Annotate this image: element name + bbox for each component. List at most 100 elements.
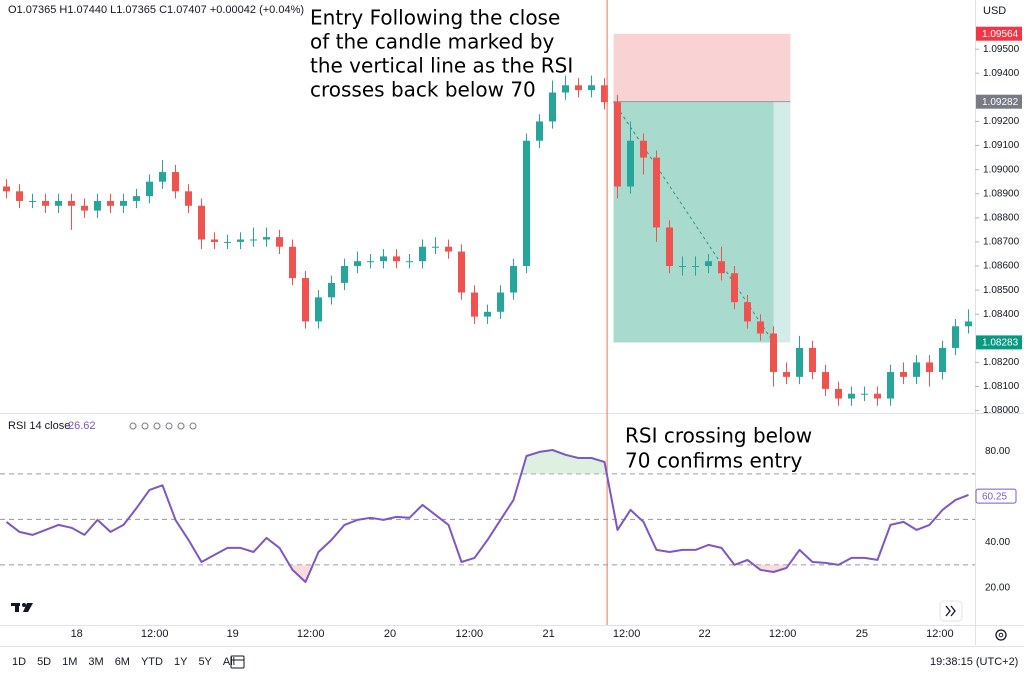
candle-body xyxy=(588,85,595,91)
candle-body xyxy=(172,172,179,192)
y-tick-label: 1.08400 xyxy=(983,309,1020,320)
candle-body xyxy=(939,347,946,373)
annotation: the vertical line as the RSI xyxy=(310,54,573,78)
candle-body xyxy=(120,200,127,206)
candle-body xyxy=(302,278,309,322)
range-button[interactable]: YTD xyxy=(141,656,163,668)
candle-body xyxy=(68,200,75,206)
candle-body xyxy=(926,362,933,373)
calendar-icon[interactable] xyxy=(230,655,245,669)
price-badge-label: 1.08283 xyxy=(982,338,1019,349)
price-badge xyxy=(976,94,1022,109)
candle-body xyxy=(497,292,504,312)
candle-body xyxy=(549,92,556,122)
candle-body xyxy=(198,205,205,240)
x-tick-label: 12:00 xyxy=(926,628,954,640)
candle-body xyxy=(744,302,751,322)
candle-body xyxy=(237,239,244,242)
y-tick-label: 1.09200 xyxy=(983,116,1020,127)
y-tick-label: 1.08900 xyxy=(983,188,1020,199)
candle-body xyxy=(250,239,257,241)
range-button[interactable]: 3M xyxy=(88,656,103,668)
candle-body xyxy=(640,140,647,158)
candle-body xyxy=(16,191,23,201)
price-badge-label: 1.09564 xyxy=(982,29,1019,40)
candle-body xyxy=(3,186,10,192)
candle-body xyxy=(679,266,686,268)
y-tick-label: 1.08500 xyxy=(983,285,1020,296)
price-pane xyxy=(3,33,972,406)
candle-body xyxy=(848,393,855,399)
candle-body xyxy=(757,321,764,334)
candle-body xyxy=(900,372,907,377)
annotation: RSI crossing below xyxy=(625,424,812,448)
range-button[interactable]: 1M xyxy=(62,656,77,668)
x-tick-label: 12:00 xyxy=(141,628,169,640)
candle-body xyxy=(653,157,660,228)
indicator-icons[interactable] xyxy=(129,422,197,430)
candle-body xyxy=(601,85,608,103)
scroll-button[interactable] xyxy=(939,600,963,622)
y-tick-label: 1.08000 xyxy=(983,405,1020,416)
candle-body xyxy=(367,261,374,263)
ohlc-legend: O1.07365 H1.07440 L1.07365 C1.07407 +0.0… xyxy=(8,4,304,16)
x-tick-label: 20 xyxy=(384,628,396,640)
candle-body xyxy=(796,347,803,377)
candle-body xyxy=(380,256,387,262)
settings-icon[interactable] xyxy=(995,629,1007,641)
x-tick-label: 19 xyxy=(227,628,239,640)
candle-body xyxy=(107,200,114,206)
range-button[interactable]: 5D xyxy=(37,656,51,668)
candle-body xyxy=(133,196,140,201)
price-badge xyxy=(976,26,1022,41)
candle-body xyxy=(965,321,972,327)
candle-body xyxy=(913,362,920,377)
range-button[interactable]: 1D xyxy=(12,656,26,668)
candle-body xyxy=(536,121,543,141)
candle-body xyxy=(575,85,582,91)
x-tick-label: 21 xyxy=(542,628,554,640)
range-button[interactable]: 6M xyxy=(115,656,130,668)
annotation: Entry Following the close xyxy=(310,6,560,30)
candle-body xyxy=(185,191,192,206)
candle-body xyxy=(328,282,335,298)
price-badge xyxy=(976,335,1022,350)
logo[interactable] xyxy=(11,603,33,612)
y-tick-label: 1.09500 xyxy=(983,44,1020,55)
x-tick-label: 12:00 xyxy=(769,628,797,640)
y-tick-label: 1.08700 xyxy=(983,237,1020,248)
candle-body xyxy=(341,266,348,283)
candle-body xyxy=(354,261,361,267)
candle-body xyxy=(887,372,894,399)
range-button[interactable]: 5Y xyxy=(198,656,212,668)
range-button[interactable]: 1Y xyxy=(174,656,188,668)
clock: 19:38:15 (UTC+2) xyxy=(930,656,1018,668)
candle-body xyxy=(484,311,491,317)
x-tick-label: 25 xyxy=(856,628,868,640)
rsi-legend-value: 26.62 xyxy=(68,420,96,432)
candle-body xyxy=(627,140,634,187)
rsi-line xyxy=(5,449,969,583)
x-tick-label: 12:00 xyxy=(613,628,641,640)
candle-body xyxy=(835,388,842,399)
y-tick-label: 80.00 xyxy=(985,446,1010,457)
candle-body xyxy=(159,172,166,182)
candle-body xyxy=(81,205,88,211)
annotation: of the candle marked by xyxy=(310,30,555,54)
candle-body xyxy=(510,266,517,293)
candle-body xyxy=(211,239,218,242)
candle-body xyxy=(276,237,283,247)
candle-body xyxy=(55,200,62,206)
annotation: crosses back below 70 xyxy=(310,78,536,102)
currency[interactable]: USD xyxy=(983,5,1006,17)
candle-body xyxy=(562,85,569,93)
range-button[interactable]: All xyxy=(223,656,235,668)
x-tick-label: 22 xyxy=(698,628,710,640)
candle-body xyxy=(952,326,959,348)
candle-body xyxy=(523,140,530,267)
rsi-badge xyxy=(975,488,1017,504)
y-tick-label: 1.09400 xyxy=(983,68,1020,79)
